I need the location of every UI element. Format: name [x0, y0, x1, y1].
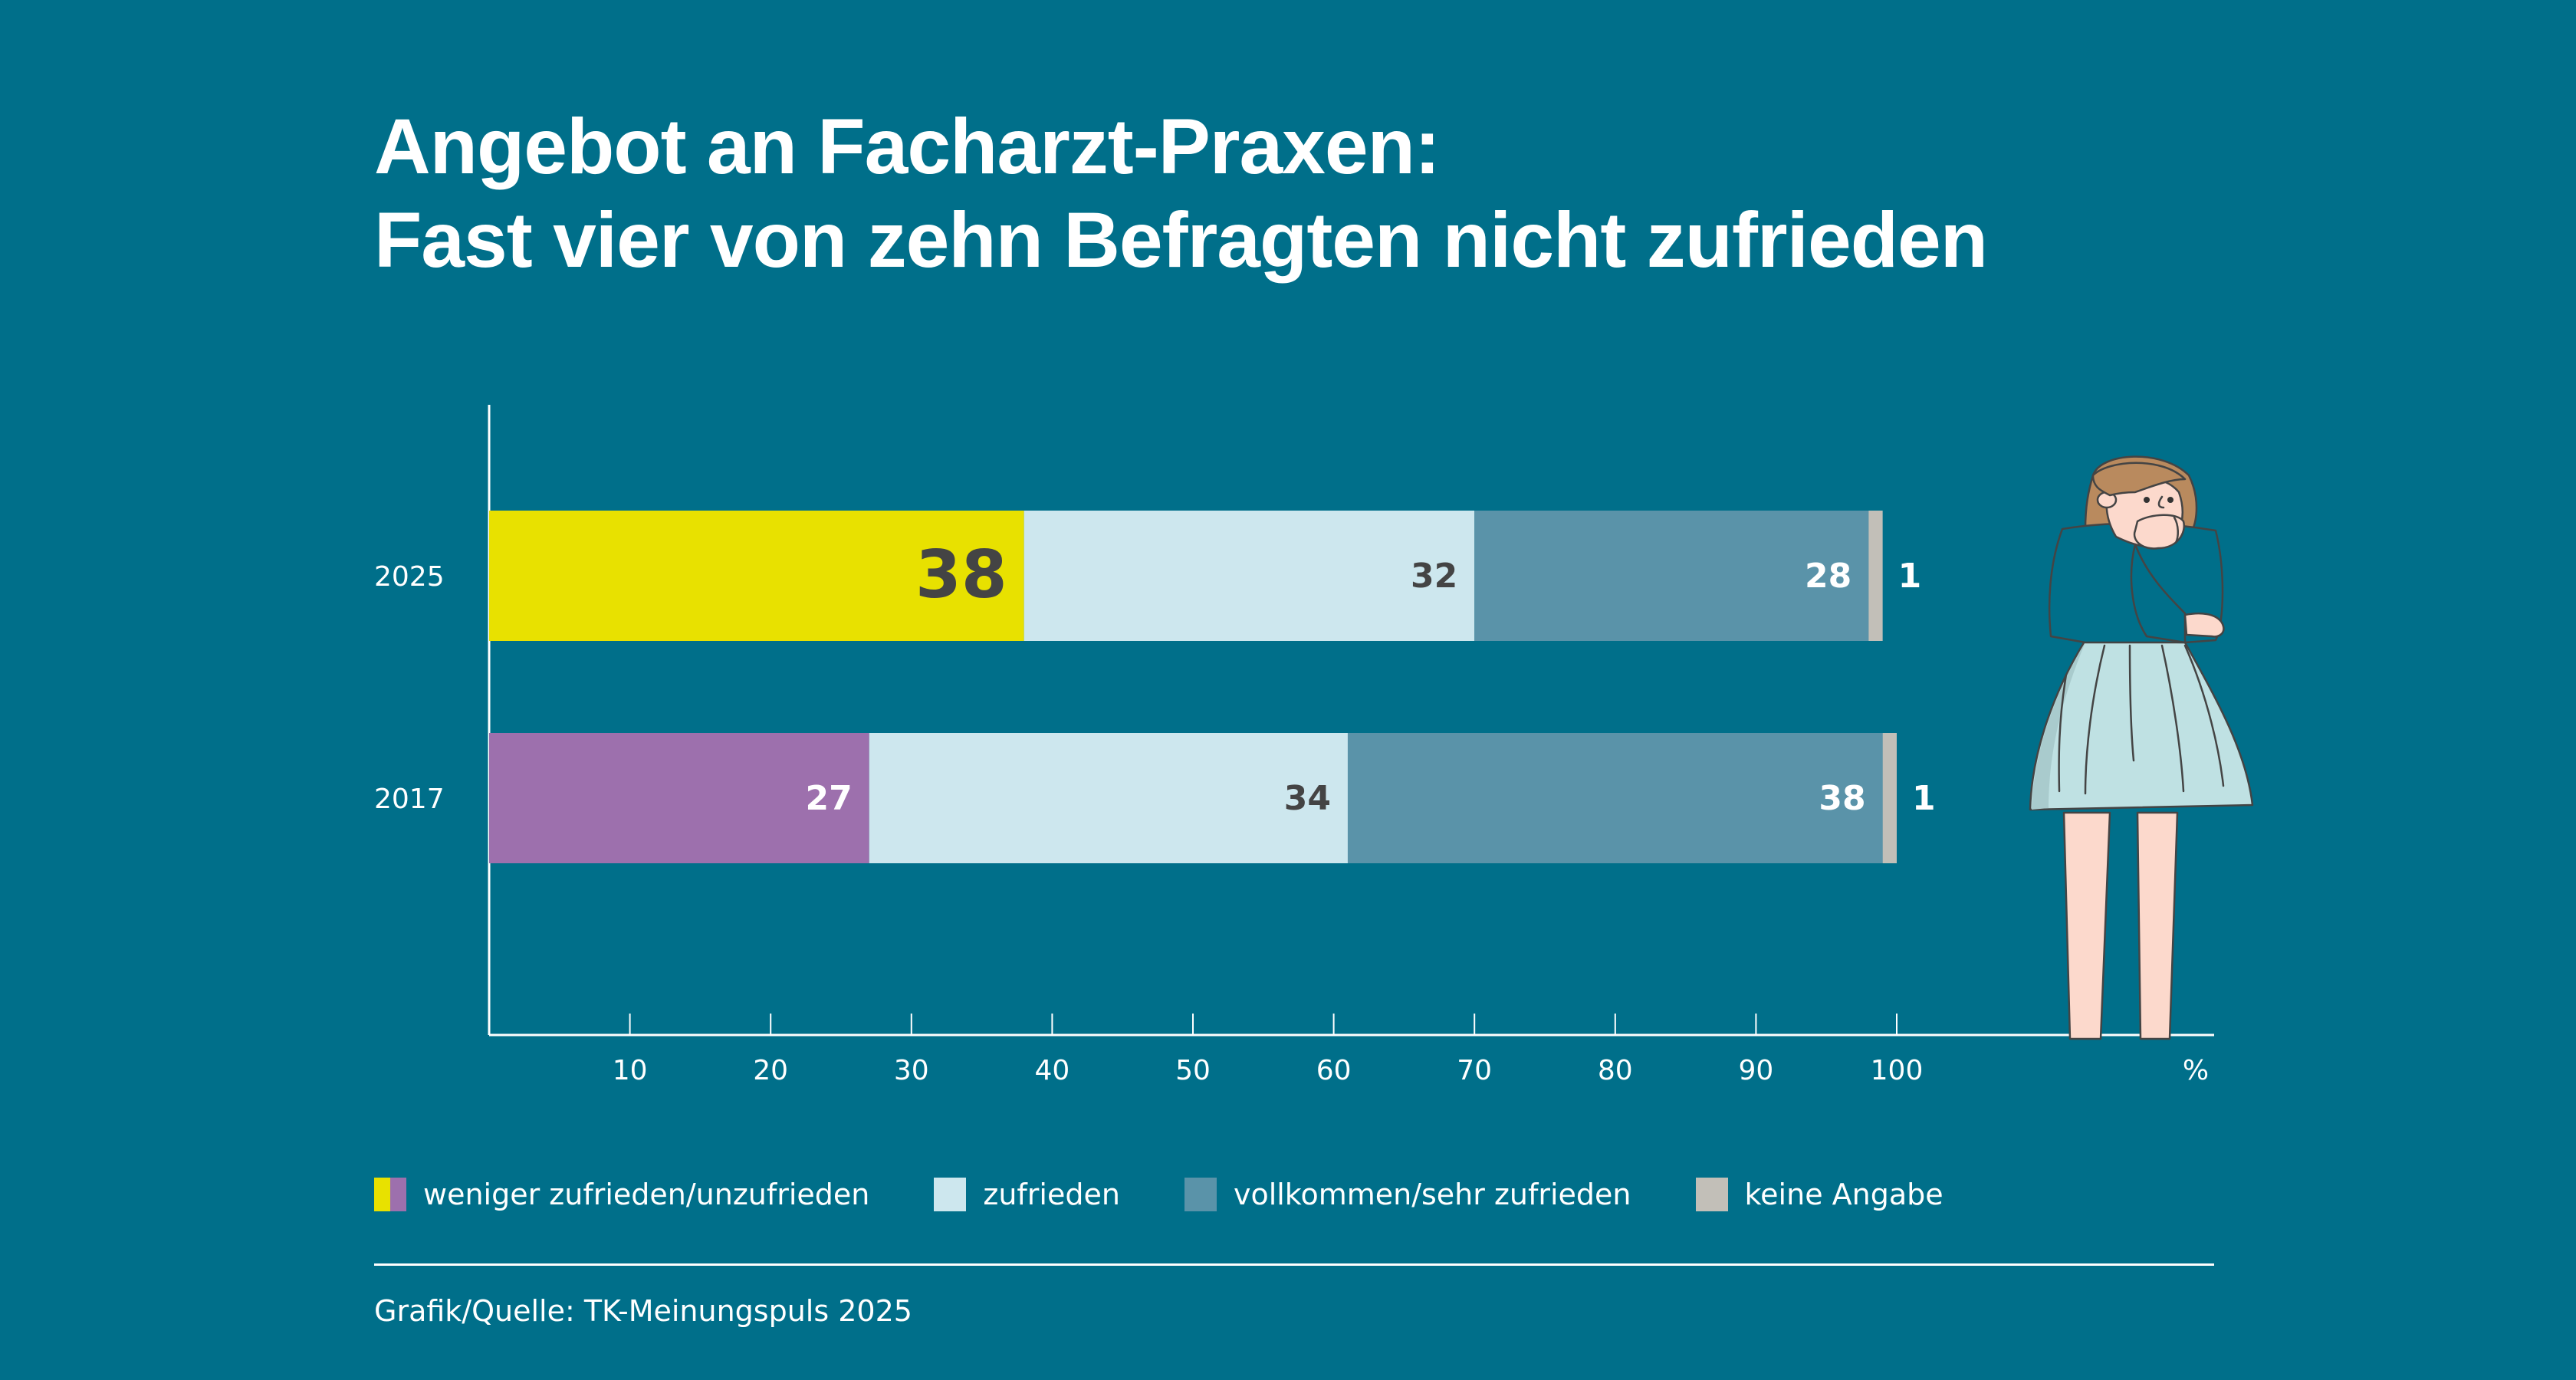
- x-tick-label: 80: [1598, 1055, 1633, 1086]
- legend-label: zufrieden: [983, 1178, 1120, 1211]
- data-label: 28: [1805, 557, 1852, 596]
- data-label: 34: [1284, 779, 1331, 818]
- bar-segment: [869, 733, 1348, 863]
- x-tick-label: 70: [1457, 1055, 1492, 1086]
- x-axis-unit-label: %: [2183, 1055, 2209, 1086]
- legend-label: vollkommen/sehr zufrieden: [1233, 1178, 1631, 1211]
- chart-title: Angebot an Facharzt-Praxen: Fast vier vo…: [374, 100, 1988, 287]
- x-tick-label: 20: [753, 1055, 788, 1086]
- legend-label: weniger zufrieden/unzufrieden: [423, 1178, 870, 1211]
- x-tick-label: 50: [1175, 1055, 1211, 1086]
- stacked-bar-chart: 10 20 30 40 50 60 70 80 90 100 % 2025 38 32 28 1 2017 27 3…: [374, 405, 2214, 1086]
- title-line-1: Angebot an Facharzt-Praxen:: [374, 103, 1441, 190]
- legend-item-zufrieden: zufrieden: [934, 1178, 1120, 1211]
- bar-segment: [1474, 511, 1869, 641]
- data-label: 27: [805, 779, 852, 818]
- bar-segment: [1347, 733, 1883, 863]
- x-tick-label: 90: [1738, 1055, 1773, 1086]
- data-label: 32: [1411, 557, 1457, 596]
- bar-segment: [489, 511, 1024, 641]
- x-tick-label: 100: [1871, 1055, 1924, 1086]
- legend-label: keine Angabe: [1744, 1178, 1944, 1211]
- worried-woman-illustration: [2029, 455, 2254, 1040]
- legend-swatch-zufrieden: [934, 1178, 967, 1211]
- bar-segment: [1882, 733, 1897, 863]
- x-tick-label: 60: [1316, 1055, 1352, 1086]
- data-label: 1: [1912, 779, 1936, 818]
- bar-segment: [489, 733, 869, 863]
- bar-segment: [1868, 511, 1883, 641]
- legend: weniger zufrieden/unzufrieden zufrieden …: [374, 1178, 2008, 1211]
- title-line-2: Fast vier von zehn Befragten nicht zufri…: [374, 196, 1988, 284]
- x-tick-label: 40: [1034, 1055, 1070, 1086]
- data-label: 38: [915, 537, 1007, 613]
- divider: [374, 1263, 2214, 1266]
- source-note: Grafik/Quelle: TK-Meinungspuls 2025: [374, 1294, 912, 1328]
- bar-segment: [1024, 511, 1475, 641]
- legend-item-keine-angabe: keine Angabe: [1695, 1178, 1944, 1211]
- legend-swatch-keine-angabe: [1695, 1178, 1728, 1211]
- data-label: 1: [1898, 557, 1922, 596]
- x-tick-label: 30: [894, 1055, 929, 1086]
- legend-item-sehr-zufrieden: vollkommen/sehr zufrieden: [1184, 1178, 1631, 1211]
- legend-swatch-unzufrieden: [374, 1178, 406, 1211]
- category-label: 2017: [374, 784, 445, 815]
- data-label: 38: [1819, 779, 1865, 818]
- category-label: 2025: [374, 561, 445, 593]
- legend-swatch-sehr-zufrieden: [1184, 1178, 1217, 1211]
- x-tick-label: 10: [613, 1055, 648, 1086]
- legend-item-unzufrieden: weniger zufrieden/unzufrieden: [374, 1178, 869, 1211]
